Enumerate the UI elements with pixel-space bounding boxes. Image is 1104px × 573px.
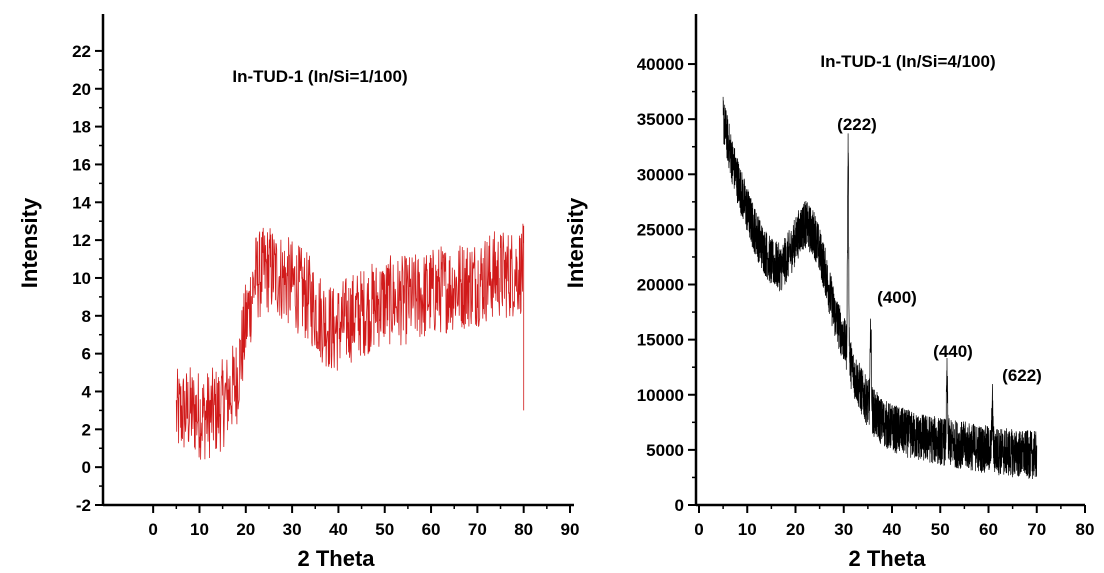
y-tick-label: 40000: [637, 55, 684, 74]
chart-right: 0 5000 10000 15000 20000 25000 30000 35000 40000…: [563, 14, 1094, 571]
y-tick-label: 8: [82, 307, 91, 326]
x-tick-label: 30: [283, 520, 302, 539]
x-tick-label: 50: [931, 520, 950, 539]
x-tick-label: 40: [329, 520, 348, 539]
y-ticks-left: -2 0 2 4 6 8 10 12 14 16 18 20 22: [72, 42, 103, 515]
x-axis-title-right: 2 Theta: [848, 546, 926, 571]
x-tick-label: 30: [834, 520, 853, 539]
y-tick-label: 22: [72, 42, 91, 61]
x-ticks-right: 0 10 20 30 40 50 60 70 80: [694, 505, 1094, 539]
x-tick-label: 0: [148, 520, 157, 539]
x-tick-label: 80: [1076, 520, 1095, 539]
peak-labels: (222) (400) (440) (622): [837, 115, 1042, 385]
series-line: [176, 224, 523, 460]
chart-title-right: In-TUD-1 (In/Si=4/100): [820, 52, 995, 71]
y-tick-label: 20000: [637, 276, 684, 295]
y-tick-label: 18: [72, 118, 91, 137]
y-tick-label: 12: [72, 231, 91, 250]
y-axis-title-left: Intensity: [17, 197, 42, 288]
x-axis-title-left: 2 Theta: [297, 546, 375, 571]
x-tick-label: 70: [1027, 520, 1046, 539]
x-tick-label: 10: [738, 520, 757, 539]
x-ticks-left: 0 10 20 30 40 50 60 70 80 90: [148, 505, 579, 539]
x-tick-label: 0: [694, 520, 703, 539]
y-tick-label: 25000: [637, 220, 684, 239]
y-tick-label: 0: [82, 458, 91, 477]
y-tick-label: 14: [72, 193, 91, 212]
x-tick-label: 60: [979, 520, 998, 539]
x-tick-label: 90: [561, 520, 580, 539]
y-tick-label: 0: [675, 496, 684, 515]
x-tick-label: 50: [375, 520, 394, 539]
y-axis-title-right: Intensity: [563, 197, 588, 288]
y-tick-label: 10: [72, 269, 91, 288]
peak-label-222: (222): [837, 115, 877, 134]
chart-left: -2 0 2 4 6 8 10 12 14 16 18 20 22 0 10 20 30 40 50 60 70 80 9…: [17, 14, 579, 571]
y-tick-label: 16: [72, 155, 91, 174]
y-tick-label: 10000: [637, 386, 684, 405]
x-tick-label: 40: [883, 520, 902, 539]
y-tick-label: 2: [82, 420, 91, 439]
y-tick-label: 4: [82, 382, 92, 401]
y-tick-label: 5000: [646, 441, 684, 460]
x-tick-label: 60: [422, 520, 441, 539]
y-tick-label: 15000: [637, 331, 684, 350]
x-tick-label: 80: [514, 520, 533, 539]
x-tick-label: 10: [190, 520, 209, 539]
peak-label-622: (622): [1002, 366, 1042, 385]
y-tick-label: 30000: [637, 165, 684, 184]
x-tick-label: 70: [468, 520, 487, 539]
y-tick-label: 20: [72, 80, 91, 99]
y-tick-label: -2: [76, 496, 91, 515]
y-tick-label: 35000: [637, 110, 684, 129]
y-tick-label: 6: [82, 345, 91, 364]
x-tick-label: 20: [786, 520, 805, 539]
x-tick-label: 20: [236, 520, 255, 539]
chart-title-left: In-TUD-1 (In/Si=1/100): [232, 67, 407, 86]
series-trace-left: [176, 224, 523, 460]
peak-label-400: (400): [877, 288, 917, 307]
peak-label-440: (440): [933, 342, 973, 361]
y-ticks-right: 0 5000 10000 15000 20000 25000 30000 35000 40000: [637, 55, 696, 515]
